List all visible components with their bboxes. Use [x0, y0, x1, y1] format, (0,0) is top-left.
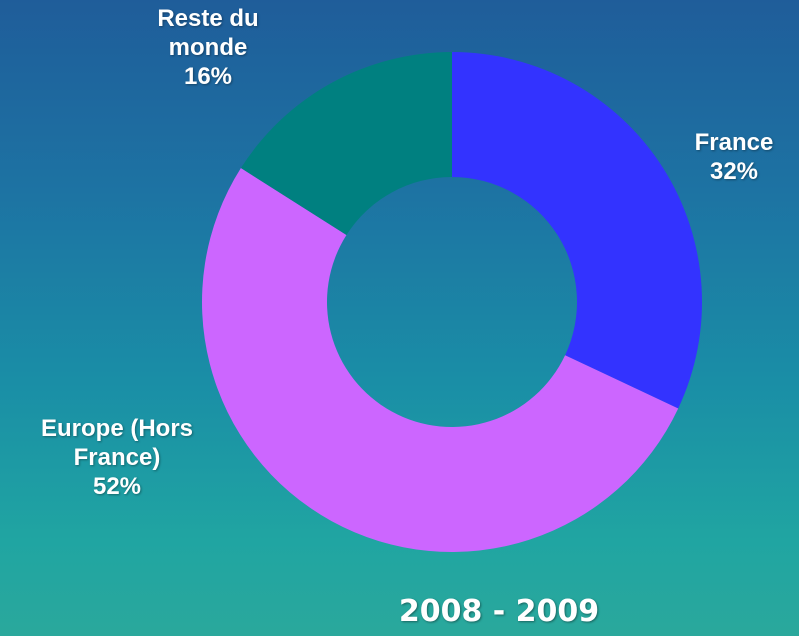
donut-segment [202, 168, 679, 552]
data-label: France 32% [664, 128, 799, 186]
value-label: 32% [709, 158, 759, 185]
chart-title: 2008 - 2009 [398, 594, 600, 629]
category-label: Reste du monde [157, 5, 259, 61]
data-label: Reste du monde 16% [138, 4, 278, 91]
category-label: France [694, 129, 774, 156]
value-label: 52% [92, 473, 142, 500]
data-label: Europe (Hors France) 52% [12, 414, 222, 501]
donut-segment [452, 52, 702, 409]
donut-segment [240, 52, 452, 236]
value-label: 16% [183, 63, 233, 90]
category-label: Europe (Hors France) [40, 415, 193, 471]
